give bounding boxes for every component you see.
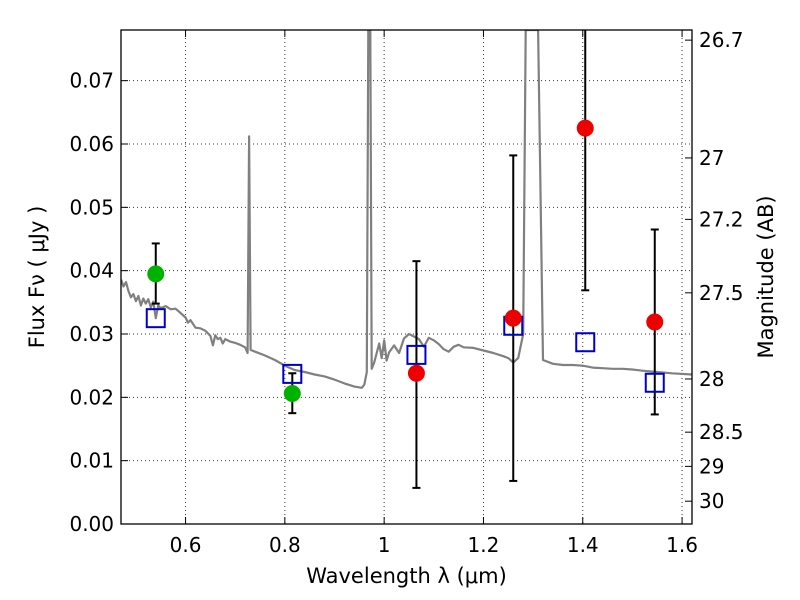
x-tick-label: 1.4 [567,533,599,557]
observed-point [407,364,425,382]
observed-point [504,309,522,327]
y-right-tick-label: 30 [699,489,724,513]
sed-line [121,30,692,389]
plot-area [121,30,692,489]
axis-ticks: 0.6 0.8 1 1.2 1.4 1.6 0.00 0.01 0.02 0.03 0.04 0.05… [69,28,743,557]
y-axis-right-label: Magnitude (AB) [754,195,778,358]
model-photometry-point [406,344,427,365]
y-tick-label: 0.01 [69,449,114,473]
clipped-series [121,30,692,489]
y-right-tick-label: 27.2 [699,207,744,231]
y-right-tick-label: 28.5 [699,420,744,444]
y-tick-label: 0.04 [69,259,114,283]
y-right-tick-label: 27.5 [699,281,744,305]
observed-point [283,385,301,403]
x-tick-label: 1.6 [666,533,698,557]
x-tick-label: 1.2 [468,533,500,557]
y-right-tick-label: 26.7 [699,28,744,52]
x-tick-label: 1 [378,533,391,557]
model-photometry-point [282,363,303,384]
y-tick-label: 0.03 [69,322,114,346]
x-tick-label: 0.8 [269,533,301,557]
y-tick-label: 0.05 [69,195,114,219]
y-right-tick-label: 28 [699,367,724,391]
grid [121,30,692,525]
y-tick-label: 0.07 [69,69,114,93]
y-right-tick-label: 27 [699,146,724,170]
observed-point [646,313,664,331]
x-axis-label: Wavelength λ (μm) [306,564,507,588]
observed-point [576,119,594,137]
model-photometry-point [145,308,166,329]
y-tick-label: 0.02 [69,385,114,409]
model-photometry-point [644,372,665,393]
observed-point [147,265,165,283]
y-axis-label: Flux Fν ( μJy ) [25,206,49,349]
x-tick-label: 0.6 [170,533,202,557]
plot-frame [120,29,693,525]
y-right-tick-label: 29 [699,454,724,478]
y-tick-label: 0.06 [69,132,114,156]
y-tick-label: 0.00 [69,512,114,536]
model-photometry-point [575,332,596,353]
